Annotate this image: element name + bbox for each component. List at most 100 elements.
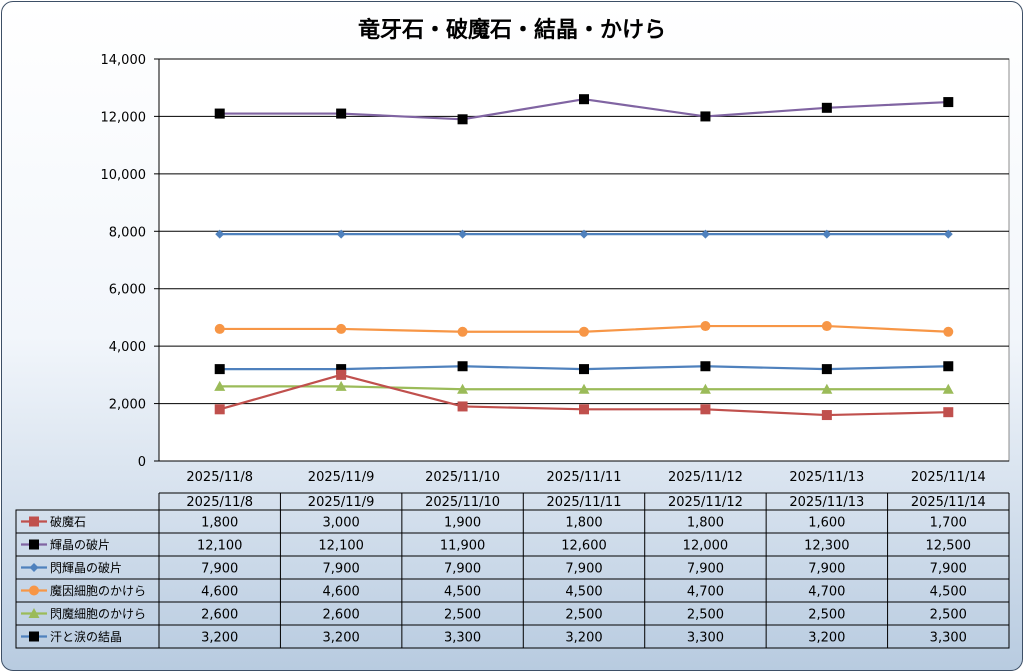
- table-cell: 4,600: [201, 585, 238, 600]
- table-cell: 1,900: [444, 516, 481, 531]
- data-point: [336, 108, 347, 119]
- table-cell: 4,500: [930, 585, 967, 600]
- series-4: [214, 380, 954, 394]
- data-point: [457, 361, 468, 372]
- data-point: [943, 407, 954, 418]
- data-point: [336, 364, 347, 375]
- table-row: 閃輝晶の破片 7,900 7,900 7,900 7,900 7,900 7,900 7,90…: [21, 560, 967, 577]
- y-tick-label: 8,000: [109, 225, 146, 240]
- y-tick-label: 4,000: [109, 340, 146, 355]
- table-cell: 2,500: [808, 608, 845, 623]
- data-point: [457, 383, 469, 394]
- table-row: 魔因細胞のかけら 4,600 4,600 4,500 4,500 4,700 4,700 4,…: [21, 583, 967, 600]
- data-point: [700, 229, 710, 239]
- legend-label: 汗と涙の結晶: [50, 629, 122, 644]
- x-tick-label: 2025/11/11: [547, 470, 622, 485]
- legend-label: 閃魔細胞のかけら: [50, 606, 146, 621]
- table-cell: 12,500: [926, 539, 972, 554]
- data-point: [214, 323, 225, 334]
- y-tick-label: 10,000: [101, 168, 147, 183]
- table-cell: 12,100: [197, 539, 243, 554]
- data-point: [579, 94, 589, 105]
- data-point: [457, 401, 468, 412]
- series-5: [214, 361, 954, 375]
- table-cell: 2,600: [201, 608, 238, 623]
- data-point: [29, 631, 39, 642]
- data-point: [215, 229, 225, 239]
- y-tick-label: 2,000: [109, 398, 146, 413]
- x-tick-label: 2025/11/8: [186, 470, 253, 485]
- plot-area: [158, 58, 1010, 462]
- data-point: [336, 229, 346, 239]
- data-point: [822, 229, 832, 239]
- legend-label: 破魔石: [50, 514, 86, 529]
- data-point: [579, 326, 589, 337]
- data-point: [821, 383, 833, 394]
- table-header-cell: 2025/11/13: [789, 495, 864, 510]
- table-cell: 1,800: [201, 516, 238, 531]
- table-header-cell: 2025/11/11: [547, 495, 622, 510]
- x-tick-label: 2025/11/12: [668, 470, 743, 485]
- table-cell: 4,500: [565, 585, 602, 600]
- table-cell: 12,300: [804, 539, 850, 554]
- table-cell: 4,700: [687, 585, 724, 600]
- data-point: [942, 383, 954, 394]
- data-point: [821, 364, 832, 375]
- data-point: [29, 563, 39, 572]
- table-cell: 1,800: [565, 516, 602, 531]
- table-cell: 3,300: [930, 631, 967, 646]
- data-point: [700, 404, 711, 415]
- legend-label: 閃輝晶の破片: [50, 560, 122, 575]
- series-2: [215, 229, 953, 239]
- data-point: [579, 404, 589, 415]
- table-header-cell: 2025/11/10: [425, 495, 500, 510]
- table-cell: 7,900: [687, 562, 724, 577]
- data-point: [943, 361, 954, 372]
- table-cell: 12,100: [318, 539, 364, 554]
- y-tick-label: 12,000: [101, 110, 147, 125]
- table-cell: 11,900: [440, 539, 486, 554]
- series-0: [214, 369, 954, 421]
- data-point: [821, 410, 832, 421]
- table-cell: 1,700: [930, 516, 967, 531]
- data-point: [214, 364, 225, 375]
- table-cell: 1,600: [808, 516, 845, 531]
- table-cell: 7,900: [565, 562, 602, 577]
- table-cell: 12,600: [561, 539, 607, 554]
- data-point: [943, 97, 954, 108]
- data-point: [336, 323, 347, 334]
- table-header-cell: 2025/11/12: [668, 495, 743, 510]
- data-point: [943, 229, 953, 239]
- data-table: 2025/11/8 2025/11/9 2025/11/10 2025/11/11 20…: [15, 492, 1010, 649]
- y-tick-label: 0: [138, 455, 146, 470]
- data-point: [29, 585, 39, 596]
- table-cell: 7,900: [808, 562, 845, 577]
- series-3: [214, 321, 954, 337]
- table-cell: 3,200: [201, 631, 238, 646]
- data-point: [579, 364, 589, 375]
- data-point: [700, 361, 711, 372]
- data-point: [700, 321, 711, 332]
- data-point: [700, 111, 711, 122]
- chart-title: 竜牙石・破魔石・結晶・かけら: [357, 18, 666, 43]
- table-header-cell: 2025/11/8: [186, 495, 253, 510]
- table-header-cell: 2025/11/14: [911, 495, 986, 510]
- table-row: 閃魔細胞のかけら 2,600 2,600 2,500 2,500 2,500 2,500 2,…: [21, 606, 967, 623]
- x-tick-label: 2025/11/10: [425, 470, 500, 485]
- table-cell: 7,900: [930, 562, 967, 577]
- table-cell: 7,900: [201, 562, 238, 577]
- data-point: [457, 326, 468, 337]
- data-point: [29, 516, 39, 527]
- legend-label: 輝晶の破片: [50, 537, 110, 552]
- data-point: [214, 380, 226, 391]
- table-cell: 3,200: [323, 631, 360, 646]
- data-point: [578, 383, 590, 394]
- data-point: [28, 608, 40, 618]
- table-cell: 3,300: [444, 631, 481, 646]
- x-tick-label: 2025/11/13: [789, 470, 864, 485]
- table-row: 破魔石 1,800 3,000 1,900 1,800 1,800 1,600 1,700: [21, 514, 967, 531]
- y-tick-label: 6,000: [109, 283, 146, 298]
- table-cell: 2,500: [565, 608, 602, 623]
